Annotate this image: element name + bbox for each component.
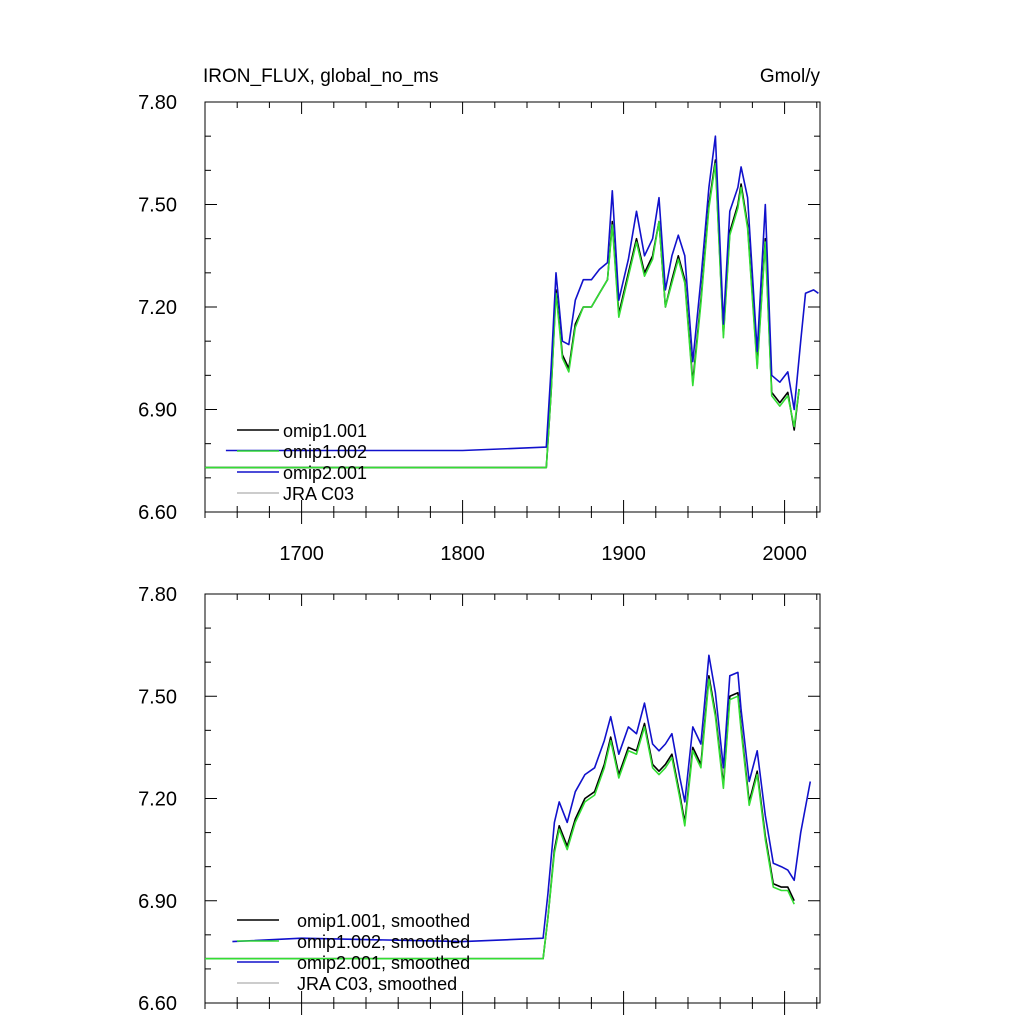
x-tick-label: 1700 bbox=[279, 543, 324, 565]
series-line-1 bbox=[205, 162, 800, 469]
y-tick-label: 7.50 bbox=[138, 195, 177, 217]
x-tick-label: 1800 bbox=[440, 543, 485, 565]
y-tick-label: 7.50 bbox=[138, 686, 177, 708]
legend-label-0: omip1.001 bbox=[283, 421, 367, 441]
x-tick-label: 1900 bbox=[601, 543, 646, 565]
y-tick-label: 7.80 bbox=[138, 92, 177, 114]
legend-label-1: omip1.002 bbox=[283, 442, 367, 462]
legend-label-2: omip2.001 bbox=[283, 463, 367, 483]
legend-label-0: omip1.001, smoothed bbox=[297, 911, 470, 931]
y-tick-label: 7.20 bbox=[138, 789, 177, 811]
units-label: Gmol/y bbox=[760, 66, 821, 87]
chart-title: IRON_FLUX, global_no_ms bbox=[203, 66, 439, 87]
x-tick-label: 2000 bbox=[762, 543, 807, 565]
legend-label-1: omip1.002, smoothed bbox=[297, 932, 470, 952]
series-line-2 bbox=[225, 135, 819, 452]
series-line-2 bbox=[232, 654, 812, 943]
y-tick-label: 6.60 bbox=[138, 502, 177, 524]
y-tick-label: 7.20 bbox=[138, 297, 177, 319]
series-line-1 bbox=[205, 678, 795, 960]
legend-label-3: JRA C03, smoothed bbox=[297, 974, 457, 994]
y-tick-label: 6.60 bbox=[138, 993, 177, 1015]
y-tick-label: 7.80 bbox=[138, 584, 177, 606]
y-tick-label: 6.90 bbox=[138, 891, 177, 913]
legend-label-3: JRA C03 bbox=[283, 484, 354, 504]
legend-label-2: omip2.001, smoothed bbox=[297, 953, 470, 973]
top-panel: 6.60 6.90 7.20 7.50 7.80 1700 1800 1900 2000 IRON… bbox=[138, 66, 821, 565]
y-tick-label: 6.90 bbox=[138, 400, 177, 422]
